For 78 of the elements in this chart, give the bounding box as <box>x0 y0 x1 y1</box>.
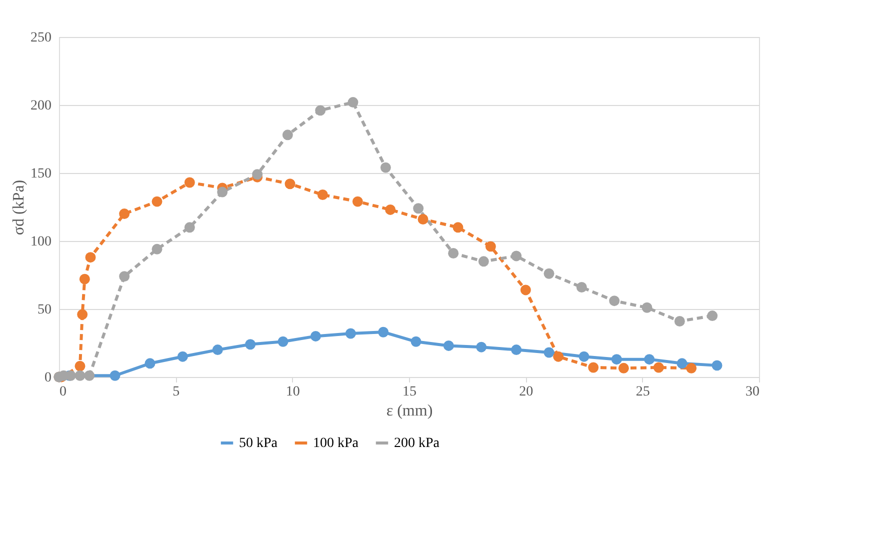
point <box>443 340 454 351</box>
point <box>352 196 363 207</box>
point <box>74 360 86 372</box>
point <box>553 351 564 362</box>
point <box>184 222 195 233</box>
legend-label: 50 kPa <box>239 436 278 451</box>
point <box>152 196 162 207</box>
point <box>544 347 554 358</box>
x-axis-title: ε (mm) <box>386 402 433 420</box>
point <box>77 309 88 320</box>
point <box>707 310 718 322</box>
point <box>576 282 587 292</box>
y-tick-label: 150 <box>30 166 52 182</box>
y-tick-label: 250 <box>30 30 52 46</box>
legend-label: 100 kPa <box>313 436 360 451</box>
point <box>511 344 522 356</box>
legend-label: 200 kPa <box>394 436 440 451</box>
y-tick-label: 200 <box>30 98 52 114</box>
point <box>478 256 489 267</box>
point <box>144 358 156 369</box>
point <box>618 362 629 374</box>
y-tick-label: 100 <box>30 234 52 250</box>
point <box>315 105 326 116</box>
point <box>611 354 622 365</box>
point <box>119 208 130 220</box>
point <box>644 354 655 365</box>
point <box>712 360 722 371</box>
point <box>686 362 697 374</box>
point <box>642 302 652 313</box>
point <box>348 97 358 108</box>
point <box>252 169 263 180</box>
point <box>278 336 288 347</box>
point <box>119 271 130 282</box>
point <box>676 358 688 369</box>
point <box>511 250 522 262</box>
point <box>284 178 296 190</box>
point <box>212 344 223 356</box>
point <box>345 328 356 339</box>
y-axis-title: σd (kPa) <box>10 180 28 236</box>
point <box>609 296 620 306</box>
point <box>418 214 428 224</box>
point <box>184 177 195 188</box>
point <box>380 162 391 173</box>
point <box>177 351 188 362</box>
point <box>152 244 162 254</box>
point <box>85 252 96 263</box>
point <box>378 326 389 338</box>
point <box>520 284 531 296</box>
point <box>110 370 120 381</box>
x-tick-label: 30 <box>746 384 760 400</box>
point <box>485 241 496 252</box>
point <box>84 370 95 381</box>
point <box>385 204 396 215</box>
point <box>588 362 599 373</box>
x-tick-label: 0 <box>60 384 66 400</box>
x-tick-label: 5 <box>172 384 180 400</box>
x-tick-label: 25 <box>636 384 650 400</box>
point <box>74 370 86 381</box>
point <box>413 203 424 214</box>
point <box>448 248 459 258</box>
point <box>544 268 554 279</box>
point <box>476 342 487 352</box>
point <box>79 274 90 284</box>
point <box>674 316 685 326</box>
point <box>217 186 228 198</box>
point <box>452 222 464 233</box>
point <box>317 190 328 200</box>
point <box>245 339 256 350</box>
x-tick-label: 15 <box>402 384 416 400</box>
point <box>282 130 293 140</box>
x-tick-label: 10 <box>286 384 300 400</box>
y-tick-label: 0 <box>44 370 52 386</box>
point <box>410 336 422 347</box>
y-tick-label: 50 <box>38 302 52 318</box>
x-tick-label: 20 <box>519 384 534 400</box>
point <box>578 351 590 362</box>
point <box>653 362 664 373</box>
point <box>310 330 321 342</box>
